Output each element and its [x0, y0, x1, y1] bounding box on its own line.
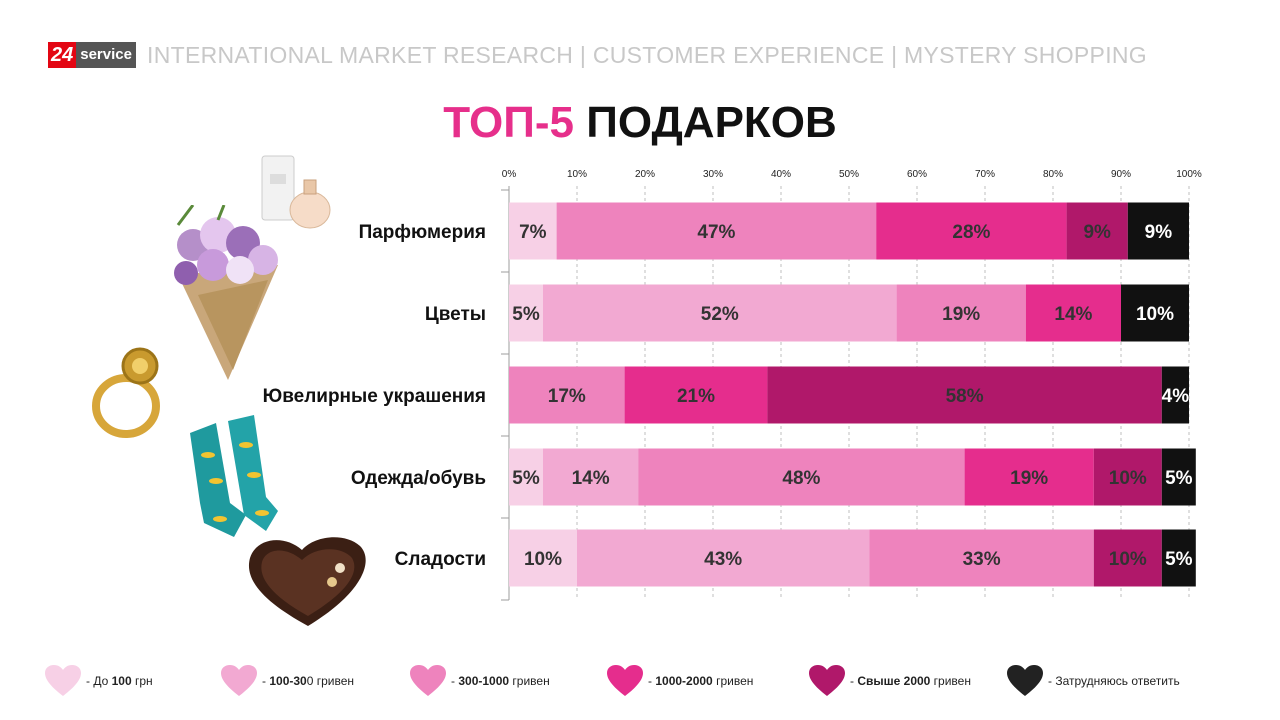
- data-label: 9%: [1083, 222, 1111, 243]
- legend-item: - До 100 грн: [44, 664, 153, 698]
- data-label: 4%: [1162, 386, 1190, 407]
- x-tick-label: 70%: [975, 169, 995, 180]
- data-label: 7%: [519, 222, 547, 243]
- bar-segment: [1121, 284, 1189, 342]
- heart-icon: [1007, 665, 1043, 696]
- data-label: 28%: [952, 222, 990, 243]
- data-label: 43%: [704, 549, 742, 570]
- logo-number: 24: [48, 42, 77, 68]
- legend-item: - 100-300 гривен: [220, 664, 354, 698]
- x-tick-label: 30%: [703, 169, 723, 180]
- chocolate-box-image: [248, 537, 366, 626]
- gold-ring-image: [92, 347, 160, 438]
- heart-icon: [809, 665, 845, 696]
- flower-bouquet-image: [174, 205, 278, 380]
- legend-label: - Свыше 2000 гривен: [850, 674, 971, 688]
- data-label: 58%: [946, 386, 984, 407]
- x-tick-label: 60%: [907, 169, 927, 180]
- data-label: 10%: [1136, 304, 1174, 325]
- category-label: Парфюмерия: [359, 222, 486, 243]
- bar-segment: [876, 202, 1067, 260]
- data-label: 5%: [512, 304, 540, 325]
- title-rest: ПОДАРКОВ: [573, 98, 837, 147]
- bar-segment: [1161, 366, 1189, 424]
- data-label: 10%: [1109, 549, 1147, 570]
- bar-segment: [869, 529, 1094, 587]
- heart-icon: [221, 665, 257, 696]
- page-title: ТОП-5 ПОДАРКОВ: [0, 98, 1280, 148]
- bar-segment: [638, 448, 965, 506]
- data-label: 17%: [548, 386, 586, 407]
- data-label: 19%: [942, 304, 980, 325]
- heart-icon: [410, 665, 446, 696]
- data-label: 48%: [782, 468, 820, 489]
- bar-segment: [543, 284, 897, 342]
- bar-segment: [1161, 529, 1196, 587]
- heart-icon: [45, 665, 81, 696]
- x-tick-label: 40%: [771, 169, 791, 180]
- bar-segment: [964, 448, 1094, 506]
- legend-label: - 100-300 гривен: [262, 674, 355, 688]
- bar-segment: [556, 202, 877, 260]
- data-label: 5%: [512, 468, 540, 489]
- category-label: Одежда/обувь: [351, 468, 486, 489]
- bar-segment: [509, 529, 577, 587]
- bar-segment: [509, 202, 557, 260]
- bar-segment: [1161, 448, 1196, 506]
- bar-segment: [624, 366, 768, 424]
- bar-segment: [577, 529, 870, 587]
- socks-image: [190, 415, 278, 537]
- data-label: 19%: [1010, 468, 1048, 489]
- x-tick-label: 100%: [1176, 169, 1202, 180]
- bar-segment: [1093, 448, 1162, 506]
- x-tick-label: 0%: [502, 169, 517, 180]
- bar-segment: [509, 448, 543, 506]
- perfume-bottle-image: [261, 155, 331, 229]
- heart-icon: [607, 665, 643, 696]
- bar-segment: [1066, 202, 1128, 260]
- legend-label: - До 100 грн: [86, 674, 153, 688]
- data-label: 9%: [1145, 222, 1173, 243]
- legend-label: - 300-1000 гривен: [451, 674, 550, 688]
- bar-segment: [1025, 284, 1121, 342]
- title-accent: ТОП-5: [443, 98, 574, 147]
- bar-segment: [1093, 529, 1162, 587]
- legend-item: - 1000-2000 гривен: [606, 664, 753, 698]
- category-label: Цветы: [425, 304, 486, 325]
- data-label: 33%: [963, 549, 1001, 570]
- bar-segment: [896, 284, 1026, 342]
- bar-segment: [509, 284, 543, 342]
- category-label: Ювелирные украшения: [263, 386, 486, 407]
- legend-label: - 1000-2000 гривен: [648, 674, 754, 688]
- bar-segment: [1127, 202, 1189, 260]
- legend-label: - Затрудняюсь ответить: [1048, 674, 1180, 688]
- data-label: 52%: [701, 304, 739, 325]
- x-tick-label: 10%: [567, 169, 587, 180]
- data-label: 10%: [524, 549, 562, 570]
- data-label: 5%: [1165, 549, 1193, 570]
- data-label: 47%: [697, 222, 735, 243]
- category-label: Сладости: [395, 549, 486, 570]
- legend-item: - Свыше 2000 гривен: [808, 664, 971, 698]
- bar-segment: [509, 366, 625, 424]
- data-label: 21%: [677, 386, 715, 407]
- data-label: 14%: [572, 468, 610, 489]
- data-label: 10%: [1109, 468, 1147, 489]
- x-tick-label: 80%: [1043, 169, 1063, 180]
- data-label: 5%: [1165, 468, 1193, 489]
- data-label: 14%: [1054, 304, 1092, 325]
- legend-item: - 300-1000 гривен: [409, 664, 550, 698]
- x-tick-label: 20%: [635, 169, 655, 180]
- brand-logo: 24 service: [48, 42, 136, 68]
- x-tick-label: 90%: [1111, 169, 1131, 180]
- legend-item: - Затрудняюсь ответить: [1006, 664, 1180, 698]
- logo-word: service: [76, 42, 136, 68]
- bar-segment: [767, 366, 1162, 424]
- x-tick-label: 50%: [839, 169, 859, 180]
- bar-segment: [543, 448, 639, 506]
- header-tagline: INTERNATIONAL MARKET RESEARCH | CUSTOMER…: [147, 42, 1147, 68]
